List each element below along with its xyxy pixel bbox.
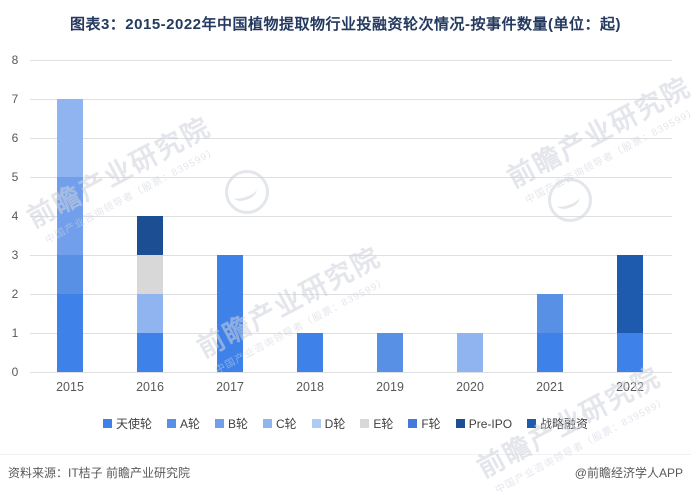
legend-item: 天使轮: [102, 415, 152, 432]
legend-item: A轮: [166, 415, 200, 432]
bar-segment-2021-series0: [537, 333, 563, 372]
bar-segment-2022-series0: [617, 333, 643, 372]
bar-segment-2017-series0: [217, 255, 243, 372]
legend-swatch-icon: [360, 419, 370, 428]
gridline: [30, 99, 672, 100]
legend-item: 战略融资: [527, 415, 588, 432]
gridline: [30, 138, 672, 139]
legend-swatch-icon: [311, 419, 321, 428]
legend-label: A轮: [179, 417, 200, 431]
legend-swatch-icon: [102, 419, 112, 428]
bar-segment-2016-series0: [137, 333, 163, 372]
legend-item: D轮: [311, 415, 346, 432]
y-axis-tick-label: 3: [11, 248, 19, 262]
legend-item: B轮: [214, 415, 248, 432]
footer-divider: [0, 454, 691, 455]
legend-swatch-icon: [262, 419, 272, 428]
x-axis-label: 2021: [536, 380, 564, 394]
x-axis-label: 2018: [296, 380, 324, 394]
legend-item: E轮: [360, 415, 393, 432]
legend-item: Pre-IPO: [455, 416, 513, 431]
bar-segment-2020-series3: [457, 333, 483, 372]
x-axis-label: 2020: [456, 380, 484, 394]
legend-item: F轮: [408, 415, 441, 432]
gridline: [30, 216, 672, 217]
legend-swatch-icon: [408, 419, 418, 428]
legend-swatch-icon: [455, 419, 465, 428]
legend-label: 战略融资: [540, 417, 589, 431]
legend-swatch-icon: [527, 419, 537, 428]
y-axis-tick-label: 7: [11, 92, 19, 106]
bar-segment-2015-series3: [57, 99, 83, 177]
bar-segment-2018-series0: [297, 333, 323, 372]
bar-segment-2015-series0: [57, 294, 83, 372]
legend-swatch-icon: [166, 419, 176, 428]
chart-title: 图表3：2015-2022年中国植物提取物行业投融资轮次情况-按事件数量(单位：…: [69, 16, 622, 33]
legend-item: C轮: [262, 415, 297, 432]
bar-segment-2016-series5: [137, 255, 163, 294]
bar-segment-2016-series3: [137, 294, 163, 333]
bar-segment-2015-series1: [57, 255, 83, 294]
y-axis-tick-label: 2: [11, 287, 19, 301]
bar-segment-2019-series1: [377, 333, 403, 372]
y-axis-tick-label: 1: [11, 326, 19, 340]
bar-segment-2021-series1: [537, 294, 563, 333]
y-axis-tick-label: 0: [11, 365, 19, 379]
legend-label: B轮: [227, 417, 248, 431]
legend-swatch-icon: [214, 419, 224, 428]
y-axis-tick-label: 6: [11, 131, 19, 145]
source-note: 资料来源：IT桔子 前瞻产业研究院: [8, 466, 190, 480]
y-axis-tick-label: 4: [11, 209, 19, 223]
bar-segment-2015-series2: [57, 177, 83, 255]
legend: 天使轮 A轮 B轮 C轮 D轮 E轮 F轮 Pre-IPO 战略融资: [0, 415, 691, 432]
legend-label: 天使轮: [115, 417, 152, 431]
y-axis-tick-label: 8: [11, 53, 19, 67]
gridline: [30, 333, 672, 334]
gridline: [30, 177, 672, 178]
legend-label: E轮: [373, 417, 394, 431]
plot-area: 0 1 2 3 4 5 6 7 8 2015 2016 2017 2018 2019 2020 2021 202…: [11, 53, 672, 394]
legend-label: F轮: [421, 417, 441, 431]
bar-segment-2022-series8: [617, 255, 643, 333]
x-axis-label: 2017: [216, 380, 244, 394]
gridline: [30, 294, 672, 295]
x-axis-label: 2015: [56, 380, 84, 394]
gridline: [30, 372, 672, 373]
gridline: [30, 255, 672, 256]
legend-label: C轮: [275, 417, 297, 431]
x-axis-label: 2016: [136, 380, 164, 394]
brand-note: @前瞻经济学人APP: [574, 466, 683, 480]
gridline: [30, 60, 672, 61]
x-axis-label: 2022: [616, 380, 644, 394]
legend-label: D轮: [324, 417, 346, 431]
y-axis-tick-label: 5: [11, 170, 19, 184]
bar-segment-2016-series7: [137, 216, 163, 255]
x-axis-label: 2019: [376, 380, 404, 394]
legend-label: Pre-IPO: [468, 416, 513, 431]
